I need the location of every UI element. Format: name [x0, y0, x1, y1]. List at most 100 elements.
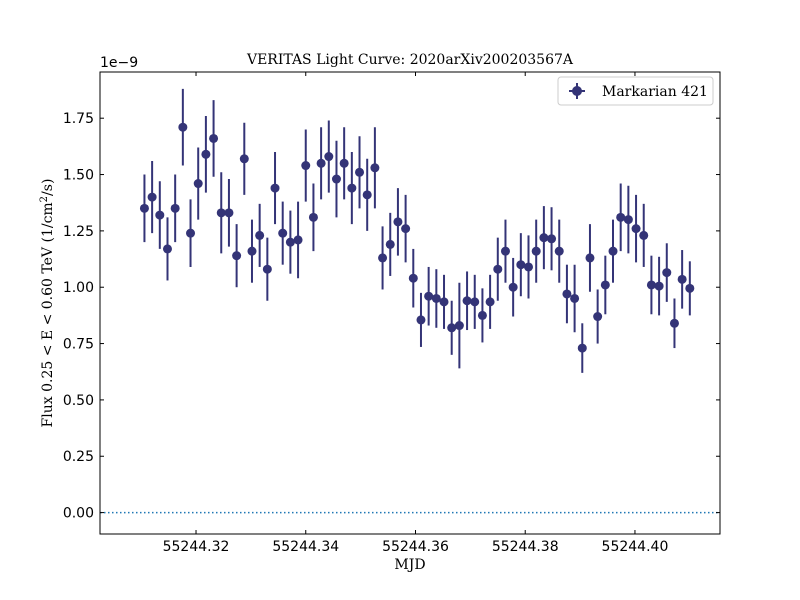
- data-point: [470, 297, 480, 307]
- y-axis-label-tail: /s): [40, 179, 56, 196]
- data-point: [201, 149, 211, 159]
- data-point: [285, 237, 295, 247]
- data-point: [524, 262, 534, 272]
- data-point: [355, 167, 365, 177]
- data-point: [570, 293, 580, 303]
- data-point: [247, 246, 257, 256]
- x-axis-label: MJD: [394, 557, 425, 573]
- data-point: [170, 203, 180, 213]
- data-point: [646, 280, 656, 290]
- data-point: [677, 274, 687, 284]
- data-point: [324, 152, 334, 162]
- data-point: [216, 208, 226, 218]
- data-point: [454, 321, 464, 331]
- y-tick-label: 1.75: [63, 111, 94, 127]
- data-point: [155, 210, 165, 220]
- data-point: [262, 264, 272, 274]
- data-point: [500, 246, 510, 256]
- data-point: [301, 161, 311, 171]
- axes-layer: 55244.32 55244.34 55244.36 55244.38 55244.40…: [63, 71, 721, 555]
- data-point: [439, 297, 449, 307]
- data-point: [669, 318, 679, 328]
- data-point: [331, 174, 341, 184]
- x-tick-label: 55244.36: [382, 539, 449, 555]
- data-point: [554, 246, 564, 256]
- data-point: [662, 268, 672, 278]
- plot-area: [100, 72, 720, 534]
- data-point: [385, 239, 395, 249]
- data-point: [600, 280, 610, 290]
- data-point: [424, 291, 434, 301]
- data-point: [339, 158, 349, 168]
- data-point: [239, 154, 249, 164]
- chart-title: VERITAS Light Curve: 2020arXiv200203567A: [246, 52, 574, 68]
- y-tick-label: 0.25: [63, 449, 94, 465]
- y-axis-label: Flux 0.25 < E < 0.60 TeV (1/cm2/s): [39, 179, 56, 428]
- data-point: [209, 133, 219, 143]
- y-axis-label-main: Flux 0.25 < E < 0.60 TeV (1/cm: [40, 202, 56, 427]
- data-point: [232, 251, 242, 261]
- data-point: [408, 273, 418, 283]
- data-point: [593, 312, 603, 322]
- data-point: [516, 260, 526, 270]
- data-point: [577, 343, 587, 353]
- data-point: [639, 230, 649, 240]
- data-point: [378, 253, 388, 263]
- data-point: [631, 224, 641, 234]
- y-tick-label: 0.00: [63, 506, 94, 522]
- y-tick-label: 0.50: [63, 393, 94, 409]
- data-point: [370, 163, 380, 173]
- data-point: [162, 244, 172, 254]
- plot-background: [100, 72, 720, 534]
- data-point: [255, 230, 265, 240]
- data-point: [562, 289, 572, 299]
- data-point: [431, 293, 441, 303]
- data-point: [616, 212, 626, 222]
- x-tick-label: 55244.40: [602, 539, 669, 555]
- data-point: [193, 179, 203, 189]
- data-point: [477, 310, 487, 320]
- data-point: [539, 233, 549, 243]
- data-point: [608, 246, 618, 256]
- y-tick-label: 0.75: [63, 337, 94, 353]
- y-axis-multiplier: 1e−9: [100, 55, 138, 71]
- marker-layer: [139, 122, 695, 353]
- data-point: [416, 315, 426, 325]
- y-tick-label: 1.50: [63, 168, 94, 184]
- y-axis-label-sup: 2: [39, 196, 50, 202]
- data-point: [362, 190, 372, 200]
- axes-frame: [99, 71, 721, 535]
- data-point: [685, 283, 695, 293]
- data-point: [186, 228, 196, 238]
- data-point: [493, 264, 503, 274]
- legend-marker: [572, 86, 582, 96]
- data-point: [585, 253, 595, 263]
- y-tick-label: 1.25: [63, 224, 94, 240]
- data-point: [462, 296, 472, 306]
- data-point: [278, 228, 288, 238]
- data-point: [654, 281, 664, 291]
- legend-frame: [557, 76, 714, 106]
- x-tick-label: 55244.38: [492, 539, 559, 555]
- data-point: [178, 122, 188, 132]
- data-point: [485, 297, 495, 307]
- legend-label: Markarian 421: [602, 84, 708, 100]
- data-point: [447, 323, 457, 333]
- data-point: [308, 212, 318, 222]
- data-point: [316, 158, 326, 168]
- data-point: [531, 246, 541, 256]
- data-point: [393, 217, 403, 227]
- y-tick-label: 1.00: [63, 280, 94, 296]
- data-point: [401, 224, 411, 234]
- data-point: [293, 235, 303, 245]
- x-tick-label: 55244.34: [272, 539, 339, 555]
- data-point: [347, 183, 357, 193]
- data-point: [623, 215, 633, 225]
- data-point: [139, 203, 149, 213]
- legend: Markarian 421: [557, 76, 714, 106]
- x-tick-label: 55244.32: [163, 539, 230, 555]
- data-point: [147, 192, 157, 202]
- data-point: [547, 234, 557, 244]
- data-point: [508, 282, 518, 292]
